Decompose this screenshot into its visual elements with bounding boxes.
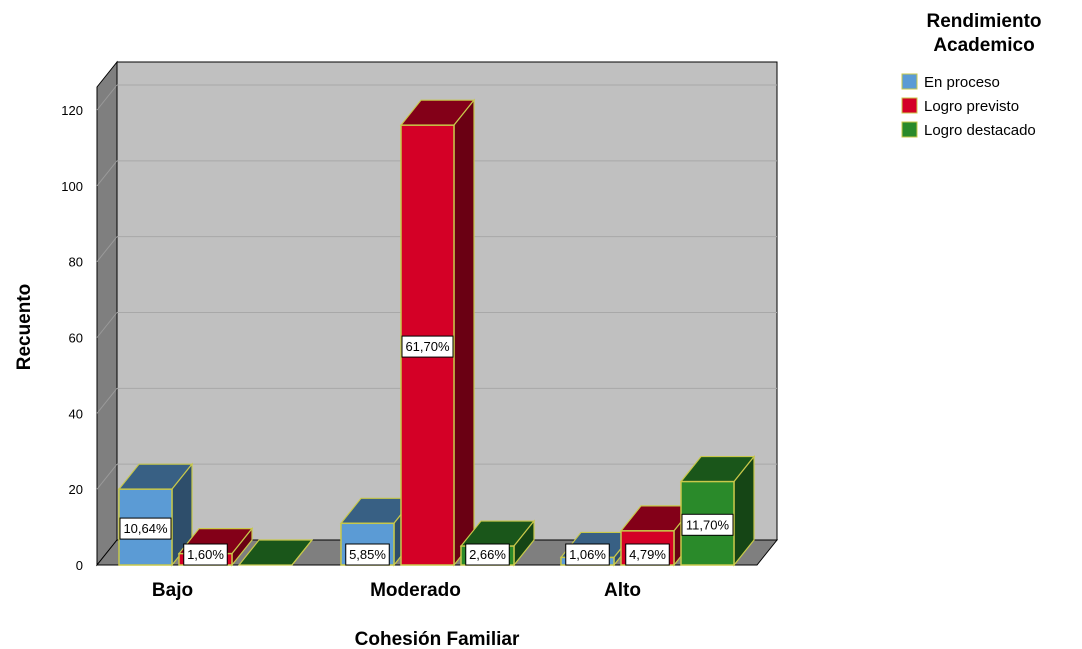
legend-title: Rendimiento <box>926 11 1041 32</box>
bar <box>399 98 476 567</box>
legend-swatch <box>901 97 918 114</box>
svg-text:10,64%: 10,64% <box>123 521 168 536</box>
y-tick-label: 0 <box>76 558 83 573</box>
y-tick-label: 100 <box>61 179 83 194</box>
svg-text:5,85%: 5,85% <box>349 547 386 562</box>
svg-text:11,70%: 11,70% <box>686 517 730 532</box>
category-label: Moderado <box>370 580 461 601</box>
data-label: 2,66% <box>465 543 510 566</box>
legend-item: En proceso <box>924 74 1000 91</box>
y-axis-title: Recuento <box>14 284 35 371</box>
gridline-side <box>96 463 118 490</box>
svg-text:2,66%: 2,66% <box>469 547 506 562</box>
bar <box>679 454 756 567</box>
data-label: 1,60% <box>183 543 228 566</box>
category-label: Bajo <box>152 580 193 601</box>
data-labels: 10,64% 1,60% 5,85% 61,70% 2,66% 1,06% 4,79% 11,… <box>119 335 734 566</box>
legend: Rendimiento Academico En proceso Logro prev… <box>901 11 1042 139</box>
data-label: 61,70% <box>401 335 454 358</box>
legend-title: Academico <box>933 35 1034 56</box>
data-label: 11,70% <box>681 513 734 536</box>
gridline-side <box>96 160 118 187</box>
data-label: 10,64% <box>119 517 172 540</box>
left-wall <box>96 60 118 567</box>
y-tick-label: 20 <box>69 482 83 497</box>
y-tick-label: 40 <box>69 406 83 421</box>
y-axis-ticks: 0 20 40 60 80 100 120 <box>61 103 83 573</box>
legend-swatch <box>901 121 918 138</box>
data-label: 5,85% <box>345 543 390 566</box>
data-label: 1,06% <box>565 543 610 566</box>
svg-text:1,60%: 1,60% <box>187 547 224 562</box>
svg-text:1,06%: 1,06% <box>569 547 606 562</box>
y-tick-label: 60 <box>69 331 83 346</box>
svg-text:61,70%: 61,70% <box>405 339 450 354</box>
gridline-side <box>96 388 118 414</box>
category-label: Alto <box>604 580 641 601</box>
gridline-side <box>96 236 118 262</box>
gridline-side <box>96 312 118 338</box>
y-tick-label: 120 <box>61 103 83 118</box>
x-axis-categories: Bajo Moderado Alto <box>152 580 641 601</box>
data-label: 4,79% <box>625 543 670 566</box>
legend-swatch <box>901 73 918 90</box>
legend-item: Logro previsto <box>924 98 1019 115</box>
x-axis-title: Cohesión Familiar <box>355 629 520 649</box>
gridline-side <box>96 84 118 111</box>
bar <box>117 462 194 567</box>
y-tick-label: 80 <box>69 255 83 270</box>
legend-item: Logro destacado <box>924 122 1036 139</box>
svg-text:4,79%: 4,79% <box>629 547 666 562</box>
bar <box>237 539 314 566</box>
